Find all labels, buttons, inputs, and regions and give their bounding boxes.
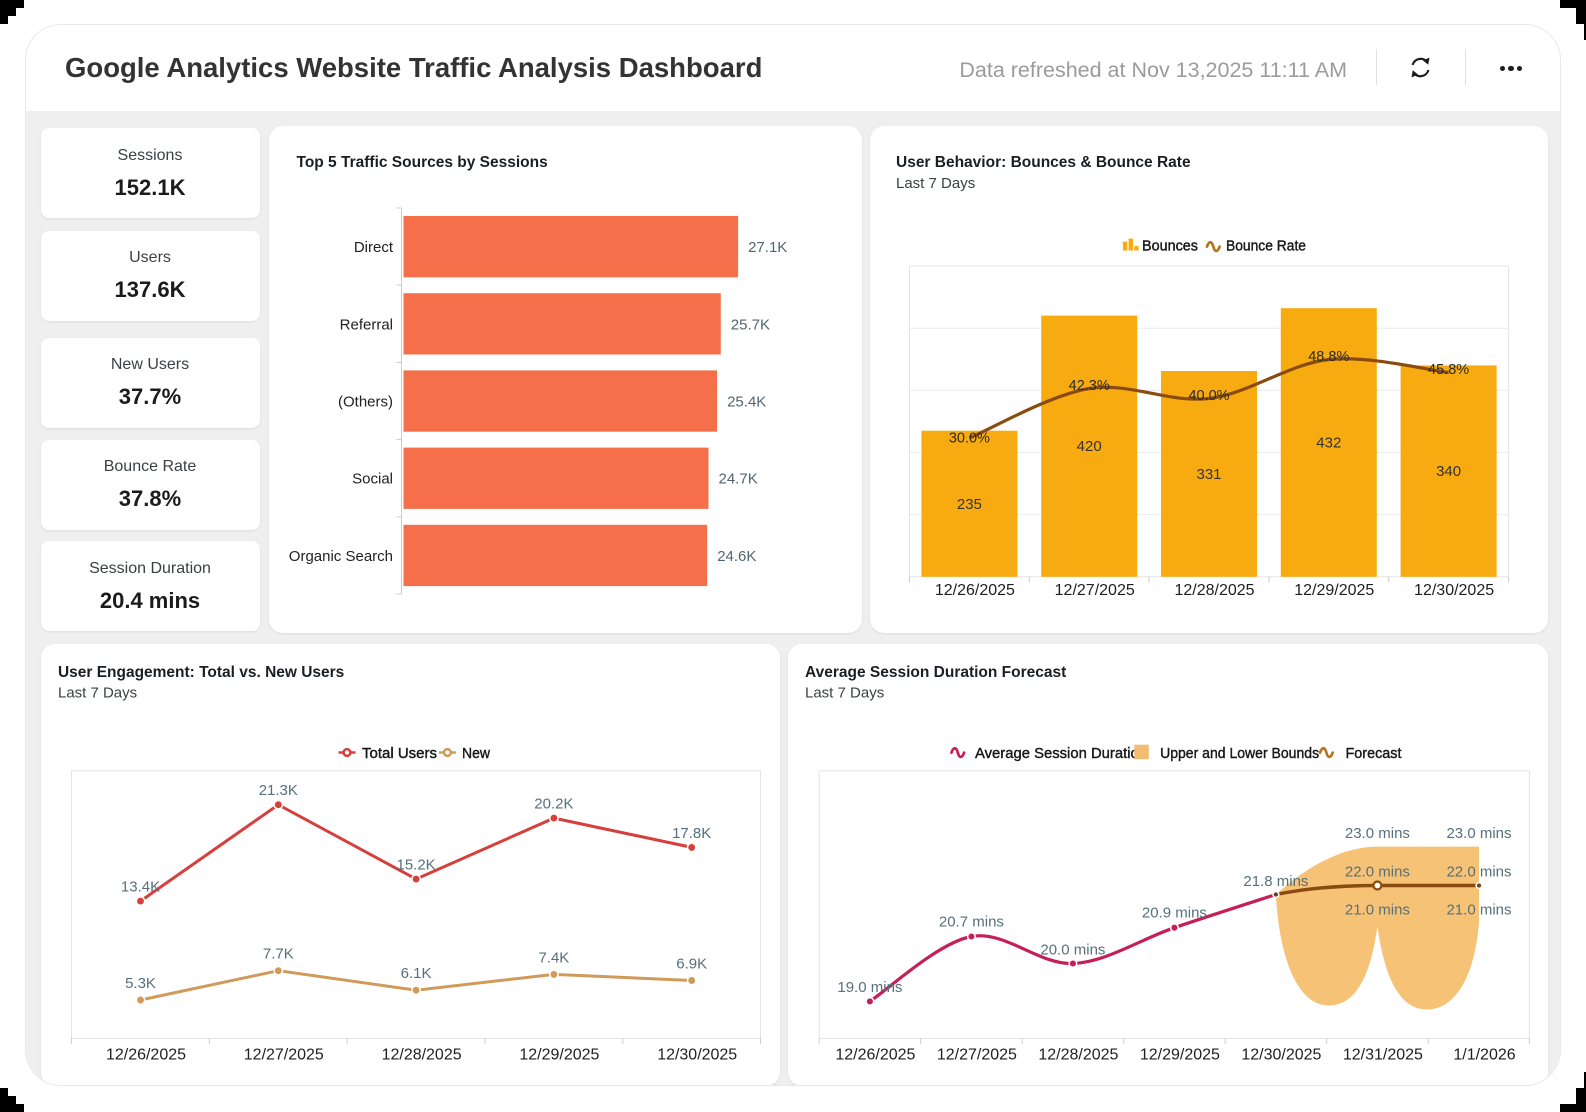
- svg-text:17.8K: 17.8K: [672, 825, 711, 842]
- svg-text:48.8%: 48.8%: [1308, 349, 1349, 365]
- svg-text:20.7 mins: 20.7 mins: [938, 914, 1003, 931]
- svg-text:20.2K: 20.2K: [534, 796, 573, 813]
- svg-text:21.8 mins: 21.8 mins: [1243, 873, 1308, 890]
- svg-text:12/28/2025: 12/28/2025: [1038, 1047, 1118, 1064]
- svg-text:1/1/2026: 1/1/2026: [1453, 1047, 1515, 1064]
- svg-text:Bounces: Bounces: [1142, 239, 1198, 255]
- svg-text:Forecast: Forecast: [1345, 746, 1401, 762]
- svg-text:7.4K: 7.4K: [538, 949, 569, 966]
- svg-text:12/29/2025: 12/29/2025: [519, 1046, 599, 1063]
- svg-text:Last 7 Days: Last 7 Days: [896, 175, 975, 192]
- svg-text:23.0 mins: 23.0 mins: [1446, 825, 1511, 842]
- svg-text:Last 7 Days: Last 7 Days: [58, 684, 137, 701]
- svg-text:5.3K: 5.3K: [125, 975, 156, 992]
- svg-text:21.3K: 21.3K: [259, 782, 298, 799]
- svg-text:12/31/2025: 12/31/2025: [1342, 1047, 1422, 1064]
- svg-text:15.2K: 15.2K: [397, 857, 436, 874]
- svg-text:22.0 mins: 22.0 mins: [1344, 864, 1409, 881]
- svg-text:432: 432: [1316, 435, 1341, 452]
- svg-text:12/29/2025: 12/29/2025: [1139, 1047, 1219, 1064]
- svg-text:Top 5 Traffic Sources by Sessi: Top 5 Traffic Sources by Sessions: [296, 154, 547, 171]
- svg-text:21.0 mins: 21.0 mins: [1344, 902, 1409, 919]
- svg-text:12/26/2025: 12/26/2025: [106, 1046, 186, 1063]
- svg-text:12/30/2025: 12/30/2025: [657, 1046, 737, 1063]
- svg-text:12/28/2025: 12/28/2025: [382, 1046, 462, 1063]
- svg-text:7.7K: 7.7K: [263, 946, 294, 963]
- svg-text:420: 420: [1077, 438, 1102, 455]
- svg-text:12/27/2025: 12/27/2025: [244, 1046, 324, 1063]
- svg-text:23.0 mins: 23.0 mins: [1344, 825, 1409, 842]
- svg-text:(Others): (Others): [337, 394, 392, 411]
- svg-text:Upper and Lower Bounds: Upper and Lower Bounds: [1160, 746, 1319, 762]
- svg-text:22.0 mins: 22.0 mins: [1446, 864, 1511, 881]
- svg-text:331: 331: [1196, 466, 1221, 483]
- svg-text:12/26/2025: 12/26/2025: [835, 1047, 915, 1064]
- svg-text:12/27/2025: 12/27/2025: [936, 1047, 1016, 1064]
- svg-text:Referral: Referral: [339, 316, 392, 333]
- svg-text:13.4K: 13.4K: [121, 878, 160, 895]
- svg-text:Social: Social: [352, 471, 393, 488]
- svg-text:12/30/2025: 12/30/2025: [1414, 582, 1494, 599]
- svg-text:24.6K: 24.6K: [717, 548, 756, 565]
- svg-text:45.8%: 45.8%: [1428, 362, 1469, 378]
- svg-text:12/26/2025: 12/26/2025: [935, 582, 1015, 599]
- svg-text:Direct: Direct: [353, 239, 393, 256]
- svg-text:340: 340: [1436, 463, 1461, 480]
- svg-text:12/30/2025: 12/30/2025: [1241, 1047, 1321, 1064]
- svg-text:Bounce Rate: Bounce Rate: [1226, 239, 1306, 255]
- svg-text:Total Users: Total Users: [362, 746, 437, 762]
- svg-text:19.0 mins: 19.0 mins: [837, 979, 902, 996]
- svg-text:User Behavior: Bounces & Bounc: User Behavior: Bounces & Bounce Rate: [896, 154, 1191, 171]
- svg-text:20.9 mins: 20.9 mins: [1141, 905, 1206, 922]
- svg-text:6.9K: 6.9K: [676, 955, 707, 972]
- svg-text:25.7K: 25.7K: [730, 316, 769, 333]
- svg-text:Average Session Duration Forec: Average Session Duration Forecast: [805, 664, 1066, 681]
- svg-text:Organic Search: Organic Search: [288, 548, 392, 565]
- svg-text:User Engagement: Total vs. New: User Engagement: Total vs. New Users: [58, 664, 344, 681]
- svg-text:12/28/2025: 12/28/2025: [1174, 582, 1254, 599]
- svg-text:6.1K: 6.1K: [401, 965, 432, 982]
- svg-text:12/29/2025: 12/29/2025: [1294, 582, 1374, 599]
- svg-text:40.0%: 40.0%: [1188, 388, 1229, 404]
- svg-text:24.7K: 24.7K: [718, 471, 757, 488]
- svg-text:Last 7 Days: Last 7 Days: [805, 684, 884, 701]
- svg-text:235: 235: [957, 496, 982, 513]
- svg-text:12/27/2025: 12/27/2025: [1055, 582, 1135, 599]
- svg-text:27.1K: 27.1K: [748, 239, 787, 256]
- svg-text:Average Session Duration: Average Session Duration: [975, 746, 1147, 762]
- svg-text:New: New: [462, 746, 490, 762]
- svg-text:20.0 mins: 20.0 mins: [1040, 941, 1105, 958]
- svg-text:30.0%: 30.0%: [949, 430, 990, 446]
- svg-text:21.0 mins: 21.0 mins: [1446, 902, 1511, 919]
- svg-text:25.4K: 25.4K: [727, 394, 766, 411]
- svg-text:42.3%: 42.3%: [1069, 378, 1110, 394]
